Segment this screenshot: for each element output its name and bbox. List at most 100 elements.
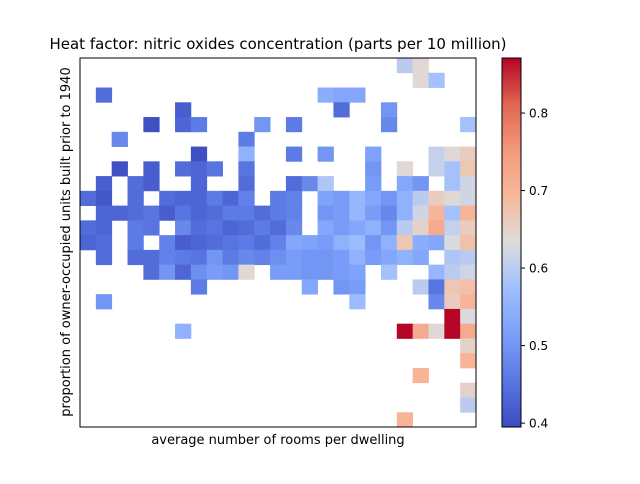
heatmap-cell [380, 117, 398, 133]
heatmap-cell [444, 146, 461, 162]
heatmap-cell [95, 220, 113, 236]
heatmap-cell [175, 161, 192, 177]
heatmap-cell [396, 249, 414, 266]
heatmap-cell [270, 264, 287, 280]
heatmap-cell [444, 264, 461, 280]
heatmap-cell [460, 176, 477, 192]
heatmap-cell [460, 264, 477, 280]
heatmap-cell [270, 249, 287, 266]
heatmap-cell [238, 190, 255, 206]
heatmap-cell [270, 235, 287, 251]
heatmap-cell [380, 264, 398, 280]
heatmap-cell [270, 190, 287, 206]
heatmap-cell [238, 249, 255, 266]
heatmap-cell [159, 205, 176, 221]
heatmap-cell [238, 131, 255, 147]
heatmap-cell [317, 205, 334, 221]
heatmap-cell [412, 279, 429, 295]
heatmap-cell [159, 190, 176, 206]
heatmap-cell [444, 308, 461, 325]
heatmap-cell [285, 190, 303, 206]
heatmap-cell [412, 72, 429, 88]
heatmap-cell [127, 235, 144, 251]
heatmap-cell [380, 235, 398, 251]
heatmap-cell [428, 146, 445, 162]
heatmap-cell [222, 235, 239, 251]
heatmap-cell [285, 235, 303, 251]
heatmap-cell [175, 264, 192, 280]
heatmap-cell [80, 190, 97, 206]
heatmap-cell [95, 87, 113, 103]
heatmap-cell [127, 176, 144, 192]
heatmap-cell [349, 220, 366, 236]
heatmap-cell [444, 249, 461, 266]
heatmap-cell [95, 190, 113, 206]
heatmap-cell [206, 220, 223, 236]
heatmap-cell [190, 264, 208, 280]
heatmap-cell [143, 249, 160, 266]
heatmap-cell [396, 161, 414, 177]
heatmap-cell [460, 205, 477, 221]
heatmap-cell [428, 235, 445, 251]
heatmap-cell [127, 249, 144, 266]
heatmap-cell [460, 249, 477, 266]
heatmap-cell [95, 176, 113, 192]
heatmap-cell [285, 146, 303, 162]
heatmap-cell [349, 294, 366, 310]
heatmap-cell [238, 146, 255, 162]
heatmap-cell [460, 308, 477, 325]
heatmap-cell [444, 176, 461, 192]
heatmap-cell [285, 220, 303, 236]
colorbar-tick-label: 0.5 [529, 339, 548, 353]
heatmap-cell [175, 190, 192, 206]
heatmap-cell [460, 279, 477, 295]
heatmap-cell [270, 220, 287, 236]
heatmap-cell [412, 176, 429, 192]
heatmap-cell [190, 190, 208, 206]
heatmap-cell [396, 190, 414, 206]
heatmap-cell [175, 235, 192, 251]
heatmap-cell [190, 235, 208, 251]
heatmap-cell [127, 205, 144, 221]
heatmap-cell [175, 102, 192, 118]
heatmap-cell [460, 353, 477, 369]
heatmap-cell [301, 279, 318, 295]
heatmap-cell [317, 87, 334, 103]
heatmap-cell [349, 279, 366, 295]
heatmap-cell [444, 279, 461, 295]
heatmap-cell [301, 235, 318, 251]
heatmap-cell [412, 190, 429, 206]
heatmap-cell [285, 264, 303, 280]
heatmap-cell [444, 161, 461, 177]
heatmap-cell [380, 249, 398, 266]
heatmap-cell [396, 235, 414, 251]
heatmap-cell [159, 235, 176, 251]
heatmap-cell [428, 264, 445, 280]
heatmap-cell [444, 294, 461, 310]
heatmap-cell [222, 264, 239, 280]
heatmap-cell [365, 235, 382, 251]
heatmap-cell [175, 117, 192, 133]
heatmap-cell [80, 220, 97, 236]
y-axis-label: proportion of owner-occupied units built… [59, 67, 74, 416]
heatmap-cell [254, 205, 271, 221]
heatmap-cell [317, 235, 334, 251]
heatmap-cell [428, 294, 445, 310]
heatmap-cell [206, 264, 223, 280]
heatmap-cell [317, 190, 334, 206]
heatmap-cell [95, 235, 113, 251]
heatmap-cell [190, 220, 208, 236]
heatmap-cell [460, 190, 477, 206]
heatmap-cell [127, 190, 144, 206]
heatmap-cell [349, 205, 366, 221]
heatmap-cell [333, 190, 350, 206]
colorbar-tick-label: 0.7 [529, 184, 548, 198]
heatmap-cell [143, 220, 160, 236]
heatmap-cell [111, 161, 128, 177]
heatmap-cell [349, 264, 366, 280]
heatmap-cell [254, 117, 271, 133]
heatmap-cell [460, 294, 477, 310]
heatmap-cell [380, 190, 398, 206]
heatmap-cell [444, 220, 461, 236]
heatmap-cell [349, 235, 366, 251]
